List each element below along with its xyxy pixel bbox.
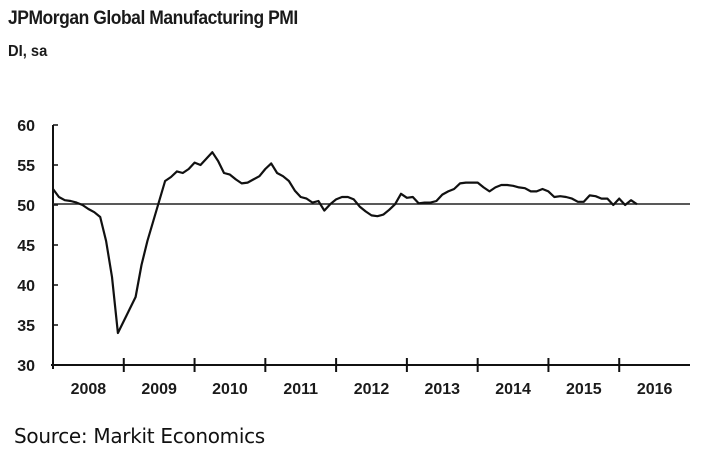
y-tick-label: 55 [17,158,35,175]
x-tick-label: 2013 [424,381,460,398]
pmi-series-line [52,151,638,335]
y-axis-unit-label: DI, sa [8,43,48,60]
chart-title: JPMorgan Global Manufacturing PMI [8,8,298,29]
x-tick-label: 2012 [354,381,390,398]
x-tick-label: 2016 [637,381,673,398]
y-tick-label: 60 [17,118,35,135]
y-tick-label: 45 [17,238,35,255]
x-tick-label: 2014 [495,381,531,398]
source-note: Source: Markit Economics [14,424,265,448]
x-tick-label: 2009 [141,381,177,398]
y-tick-label: 35 [17,318,35,335]
y-tick-label: 40 [17,278,35,295]
y-tick-label: 30 [17,358,35,375]
x-tick-label: 2015 [566,381,602,398]
x-tick-label: 2008 [71,381,107,398]
x-tick-label: 2010 [212,381,248,398]
x-tick-label: 2011 [283,381,318,398]
y-tick-label: 50 [17,198,35,215]
